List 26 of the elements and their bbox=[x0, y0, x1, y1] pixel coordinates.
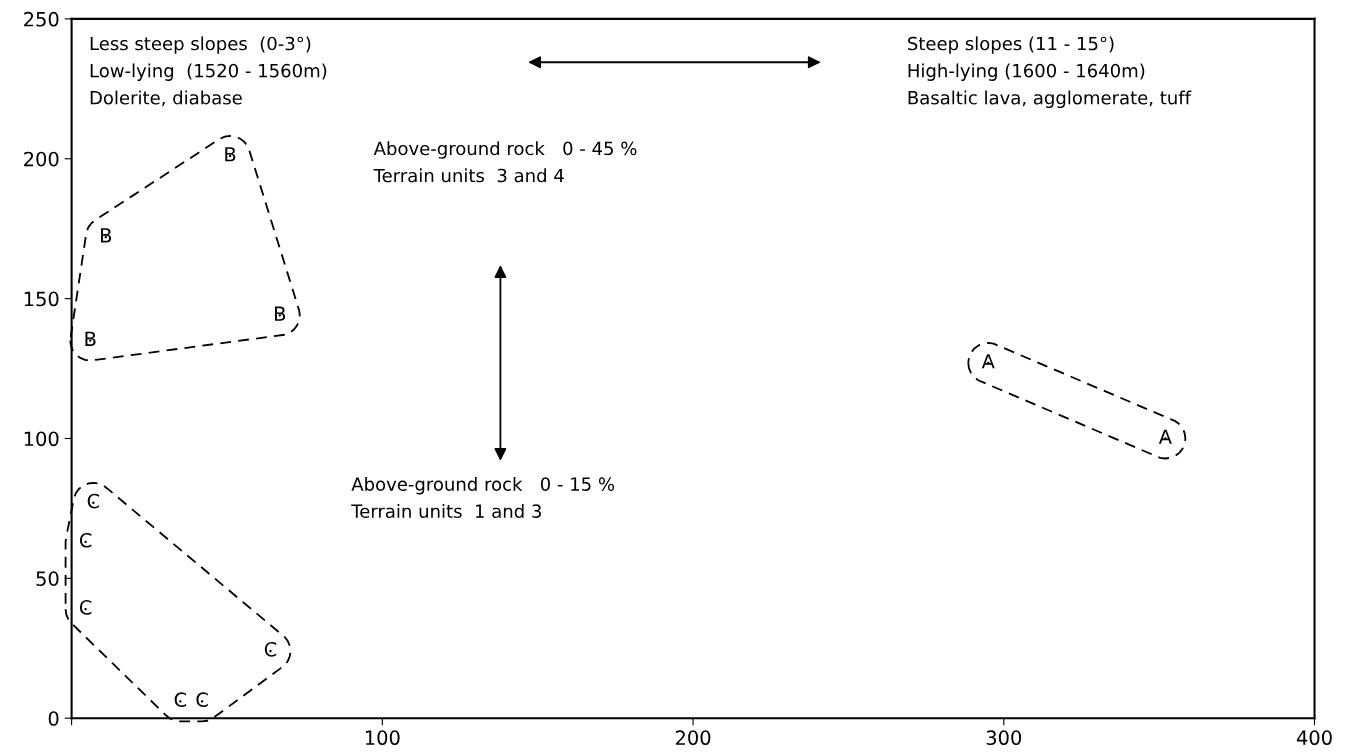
x-tick-label: 200 bbox=[675, 730, 711, 746]
text: B bbox=[275, 306, 286, 321]
text: C bbox=[196, 692, 208, 708]
text: C bbox=[264, 642, 277, 657]
text: B bbox=[225, 147, 236, 162]
y-tick-label: 50 bbox=[36, 571, 59, 586]
annotation: Above-ground rock 0 - 15 % Terrain units 1 and 3 bbox=[351, 476, 615, 518]
y-tick-label: 200 bbox=[24, 151, 59, 167]
x-tick-label: 100 bbox=[365, 730, 400, 746]
y-tick-label: 250 bbox=[24, 11, 59, 27]
series-label: A bbox=[981, 354, 995, 369]
series-label: B bbox=[85, 331, 96, 346]
text: B bbox=[101, 228, 112, 243]
text: C bbox=[174, 692, 187, 708]
annotation: Steep slopes (11 - 15°) High-lying (1600 - 1640m) Basaltic lava, agglomerate, tuff bbox=[908, 36, 1192, 109]
series-label: C bbox=[79, 532, 92, 548]
text: A bbox=[1158, 429, 1172, 444]
y-tick-label: 0 bbox=[48, 711, 59, 726]
annotation: Less steep slopes (0-3°) Low-lying (1520 - 1560m) Dolerite, diabase bbox=[90, 36, 327, 107]
x-tick-label: 300 bbox=[986, 730, 1022, 746]
text: C bbox=[87, 493, 100, 509]
text: C bbox=[79, 600, 92, 615]
x-tick-label: 400 bbox=[1296, 730, 1332, 746]
y-tick-label: 100 bbox=[24, 431, 59, 447]
annotation: Above-ground rock 0 - 45 % Terrain units 3 and 4 bbox=[373, 141, 637, 183]
y-tick-label: 150 bbox=[24, 291, 59, 307]
